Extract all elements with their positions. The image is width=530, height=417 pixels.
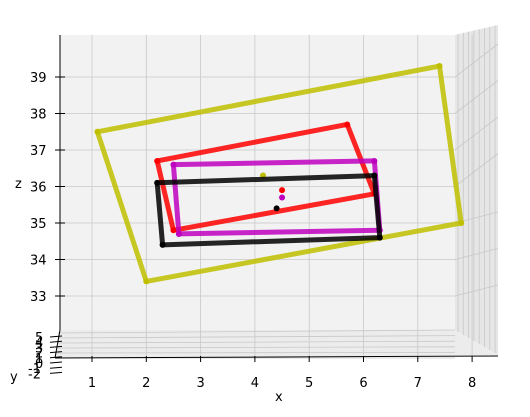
y-tick-label: 0: [35, 357, 43, 372]
y-tick: [49, 361, 63, 364]
side-gridline: [454, 153, 499, 187]
y-tick-label: -2: [28, 367, 41, 382]
corner-point: [143, 278, 150, 285]
y-tick: [49, 340, 63, 343]
floor-y-gridline: [57, 351, 456, 354]
center-point: [279, 187, 286, 194]
y-tick: [49, 335, 63, 338]
z-tick-label: 39: [30, 71, 47, 86]
side-gridline: [454, 284, 499, 297]
corner-point: [94, 128, 101, 135]
floor-y-gridline: [57, 340, 456, 344]
x-tick-labels: 1 2 3 4 5 6 7 8: [88, 356, 476, 391]
y-tick: [49, 345, 63, 348]
y-tick-label: 3: [35, 341, 43, 356]
x-tick-label: 1: [88, 376, 96, 391]
corner-point: [436, 63, 443, 70]
x-axis-label: x: [275, 390, 283, 405]
back-pane: [60, 35, 455, 330]
side-gridline: [454, 248, 499, 260]
corner-point: [154, 179, 161, 186]
floor-pane: [55, 330, 498, 358]
corner-point: [175, 230, 182, 237]
side-gridline: [454, 43, 499, 78]
side-gridline: [454, 80, 499, 114]
y-axis-label: y: [10, 370, 18, 385]
z-tick-label: 34: [30, 254, 47, 269]
corner-point: [458, 220, 465, 226]
y-tick: [49, 371, 63, 374]
corner-point: [154, 157, 161, 164]
rectangles: [94, 63, 465, 285]
corner-point: [170, 227, 177, 234]
floor-y-gridline: [57, 335, 456, 339]
y-tick: [49, 366, 63, 369]
floor-y-gridline: [57, 329, 456, 334]
y-tick-label: -1: [28, 362, 41, 377]
y-tick: [49, 356, 63, 359]
center-point: [279, 194, 286, 201]
y-axis-line: [54, 329, 61, 359]
side-pane: [455, 25, 498, 355]
z-tick-label: 37: [30, 144, 47, 159]
x-tick-label: 7: [414, 376, 422, 391]
y-tick-label: 1: [35, 352, 43, 367]
x-tick-label: 5: [305, 376, 313, 391]
z-tick-label: 38: [30, 108, 47, 123]
axes-frame: [54, 35, 499, 359]
corner-point: [344, 121, 351, 128]
x-tick-label: 6: [359, 376, 367, 391]
corner-point: [371, 157, 378, 164]
y-tick-label: 4: [35, 336, 43, 351]
corner-point: [159, 241, 166, 248]
x-tick-label: 3: [196, 376, 204, 391]
z-tick-label: 33: [30, 290, 47, 305]
x-tick-label: 8: [468, 376, 476, 391]
x-axis-line: [54, 355, 499, 359]
x-tick-label: 4: [251, 376, 259, 391]
corner-point: [170, 161, 177, 168]
x-tick-label: 2: [142, 376, 150, 391]
y-tick: [49, 351, 63, 354]
y-tick-label: 5: [35, 331, 43, 346]
corner-point: [371, 172, 378, 179]
z-axis-label: z: [15, 177, 22, 192]
z-tick-label: 35: [30, 217, 47, 232]
side-gridline: [454, 116, 499, 151]
z-tick-labels: 33 34 35 36 37 38 39: [30, 71, 65, 305]
floor-y-gridline: [57, 346, 456, 349]
center-point: [273, 205, 280, 212]
y-tick-label: 2: [35, 347, 43, 362]
corner-point: [376, 234, 383, 241]
z-tick-label: 36: [30, 181, 47, 196]
